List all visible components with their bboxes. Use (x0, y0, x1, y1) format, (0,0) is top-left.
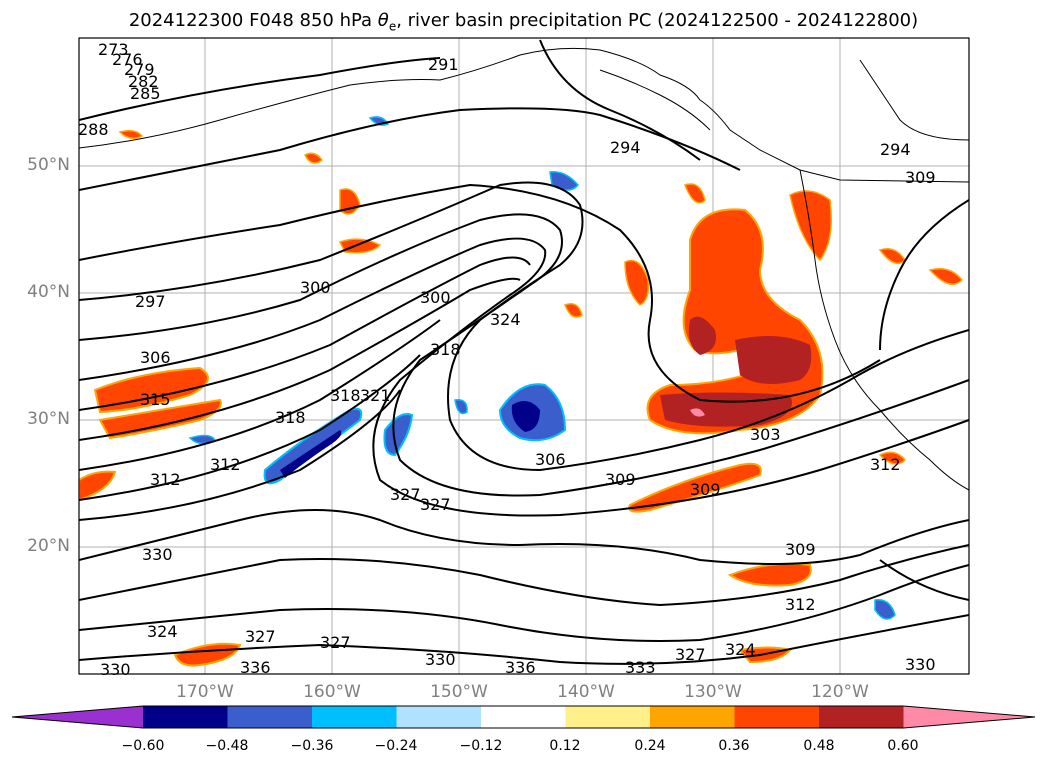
contour-label: 285 (130, 84, 161, 103)
contour-label: 330 (100, 660, 131, 679)
contour-label: 303 (750, 425, 781, 444)
contour-label: 336 (505, 658, 536, 677)
colorbar-segment (312, 706, 397, 728)
contour-label: 309 (605, 470, 636, 489)
contour-label: 318 (330, 386, 361, 405)
contour-label: 294 (610, 138, 641, 157)
colorbar-outline (11, 705, 1036, 729)
contour-label: 327 (675, 645, 706, 664)
contour-label: 294 (880, 140, 911, 159)
lon-label-150w: 150°W (430, 682, 488, 702)
contour-label: 330 (905, 655, 936, 674)
lat-label-50n: 50°N (27, 155, 70, 175)
contour-label: 327 (320, 633, 351, 652)
colorbar-tick: −0.12 (459, 738, 503, 754)
contour-label: 312 (150, 470, 181, 489)
contour-label: 336 (240, 658, 271, 677)
contour-label: 330 (425, 650, 456, 669)
colorbar-segment (227, 706, 313, 728)
colorbar-tick: 0.12 (549, 738, 581, 754)
contour-label: 288 (78, 120, 109, 139)
precipitation-positive-fields (79, 129, 964, 667)
lat-label-30n: 30°N (27, 409, 70, 429)
colorbar-tick: −0.36 (290, 738, 334, 754)
colorbar-segment (481, 706, 566, 728)
colorbar-tick: 0.60 (887, 738, 919, 754)
colorbar-segment (396, 706, 482, 728)
contour-label: 315 (140, 390, 171, 409)
contour-label: 306 (535, 450, 566, 469)
colorbar (11, 705, 1036, 729)
contour-label: 297 (135, 292, 166, 311)
contour-label: 312 (870, 455, 901, 474)
colorbar-segment (143, 706, 228, 728)
colorbar-extend-high (903, 706, 1035, 728)
contour-label: 333 (625, 658, 656, 677)
map-plot-area (79, 38, 969, 674)
contour-label: 309 (690, 480, 721, 499)
colorbar-tick: 0.36 (718, 738, 750, 754)
contour-label: 306 (140, 348, 171, 367)
contour-label: 300 (300, 278, 331, 297)
contour-label: 327 (390, 485, 421, 504)
contour-label: 309 (905, 168, 936, 187)
colorbar-tick: −0.60 (121, 738, 165, 754)
colorbar-extend-low (12, 706, 143, 728)
colorbar-segment (819, 706, 904, 728)
contour-label: 291 (428, 55, 459, 74)
contour-label: 279 (124, 60, 155, 79)
contour-label: 321 (360, 386, 391, 405)
graticule (79, 38, 969, 674)
contour-label: 318 (275, 408, 306, 427)
contour-label: 312 (210, 455, 241, 474)
precipitation-negative-fields (188, 116, 896, 620)
contour-label: 273 (98, 40, 129, 59)
contour-label: 276 (112, 50, 143, 69)
contour-label: 330 (142, 545, 173, 564)
map-frame (78, 37, 970, 675)
theta-e-contours (79, 39, 969, 665)
contour-label: 318 (430, 340, 461, 359)
colorbar-tick: −0.24 (374, 738, 418, 754)
colorbar-segment (734, 706, 820, 728)
colorbar-segment (565, 706, 651, 728)
colorbar-tick: −0.48 (205, 738, 249, 754)
contour-label: 324 (490, 310, 521, 329)
contour-label: 327 (420, 495, 451, 514)
lat-label-40n: 40°N (27, 282, 70, 302)
contour-label: 324 (147, 622, 178, 641)
map-title: 2024122300 F048 850 hPa θe, river basin … (128, 10, 919, 34)
colorbar-tick: 0.24 (634, 738, 666, 754)
lon-label-160w: 160°W (303, 682, 361, 702)
lon-label-170w: 170°W (176, 682, 234, 702)
contour-label: 312 (785, 595, 816, 614)
lat-label-20n: 20°N (27, 536, 70, 556)
lon-label-140w: 140°W (557, 682, 615, 702)
contour-label: 327 (245, 627, 276, 646)
lon-label-120w: 120°W (811, 682, 869, 702)
contour-label: 324 (725, 640, 756, 659)
lon-label-130w: 130°W (684, 682, 742, 702)
contour-label: 300 (420, 288, 451, 307)
colorbar-segment (650, 706, 735, 728)
contour-label: 309 (785, 540, 816, 559)
contour-label: 282 (128, 72, 159, 91)
coastlines (79, 47, 969, 491)
colorbar-tick: 0.48 (803, 738, 835, 754)
